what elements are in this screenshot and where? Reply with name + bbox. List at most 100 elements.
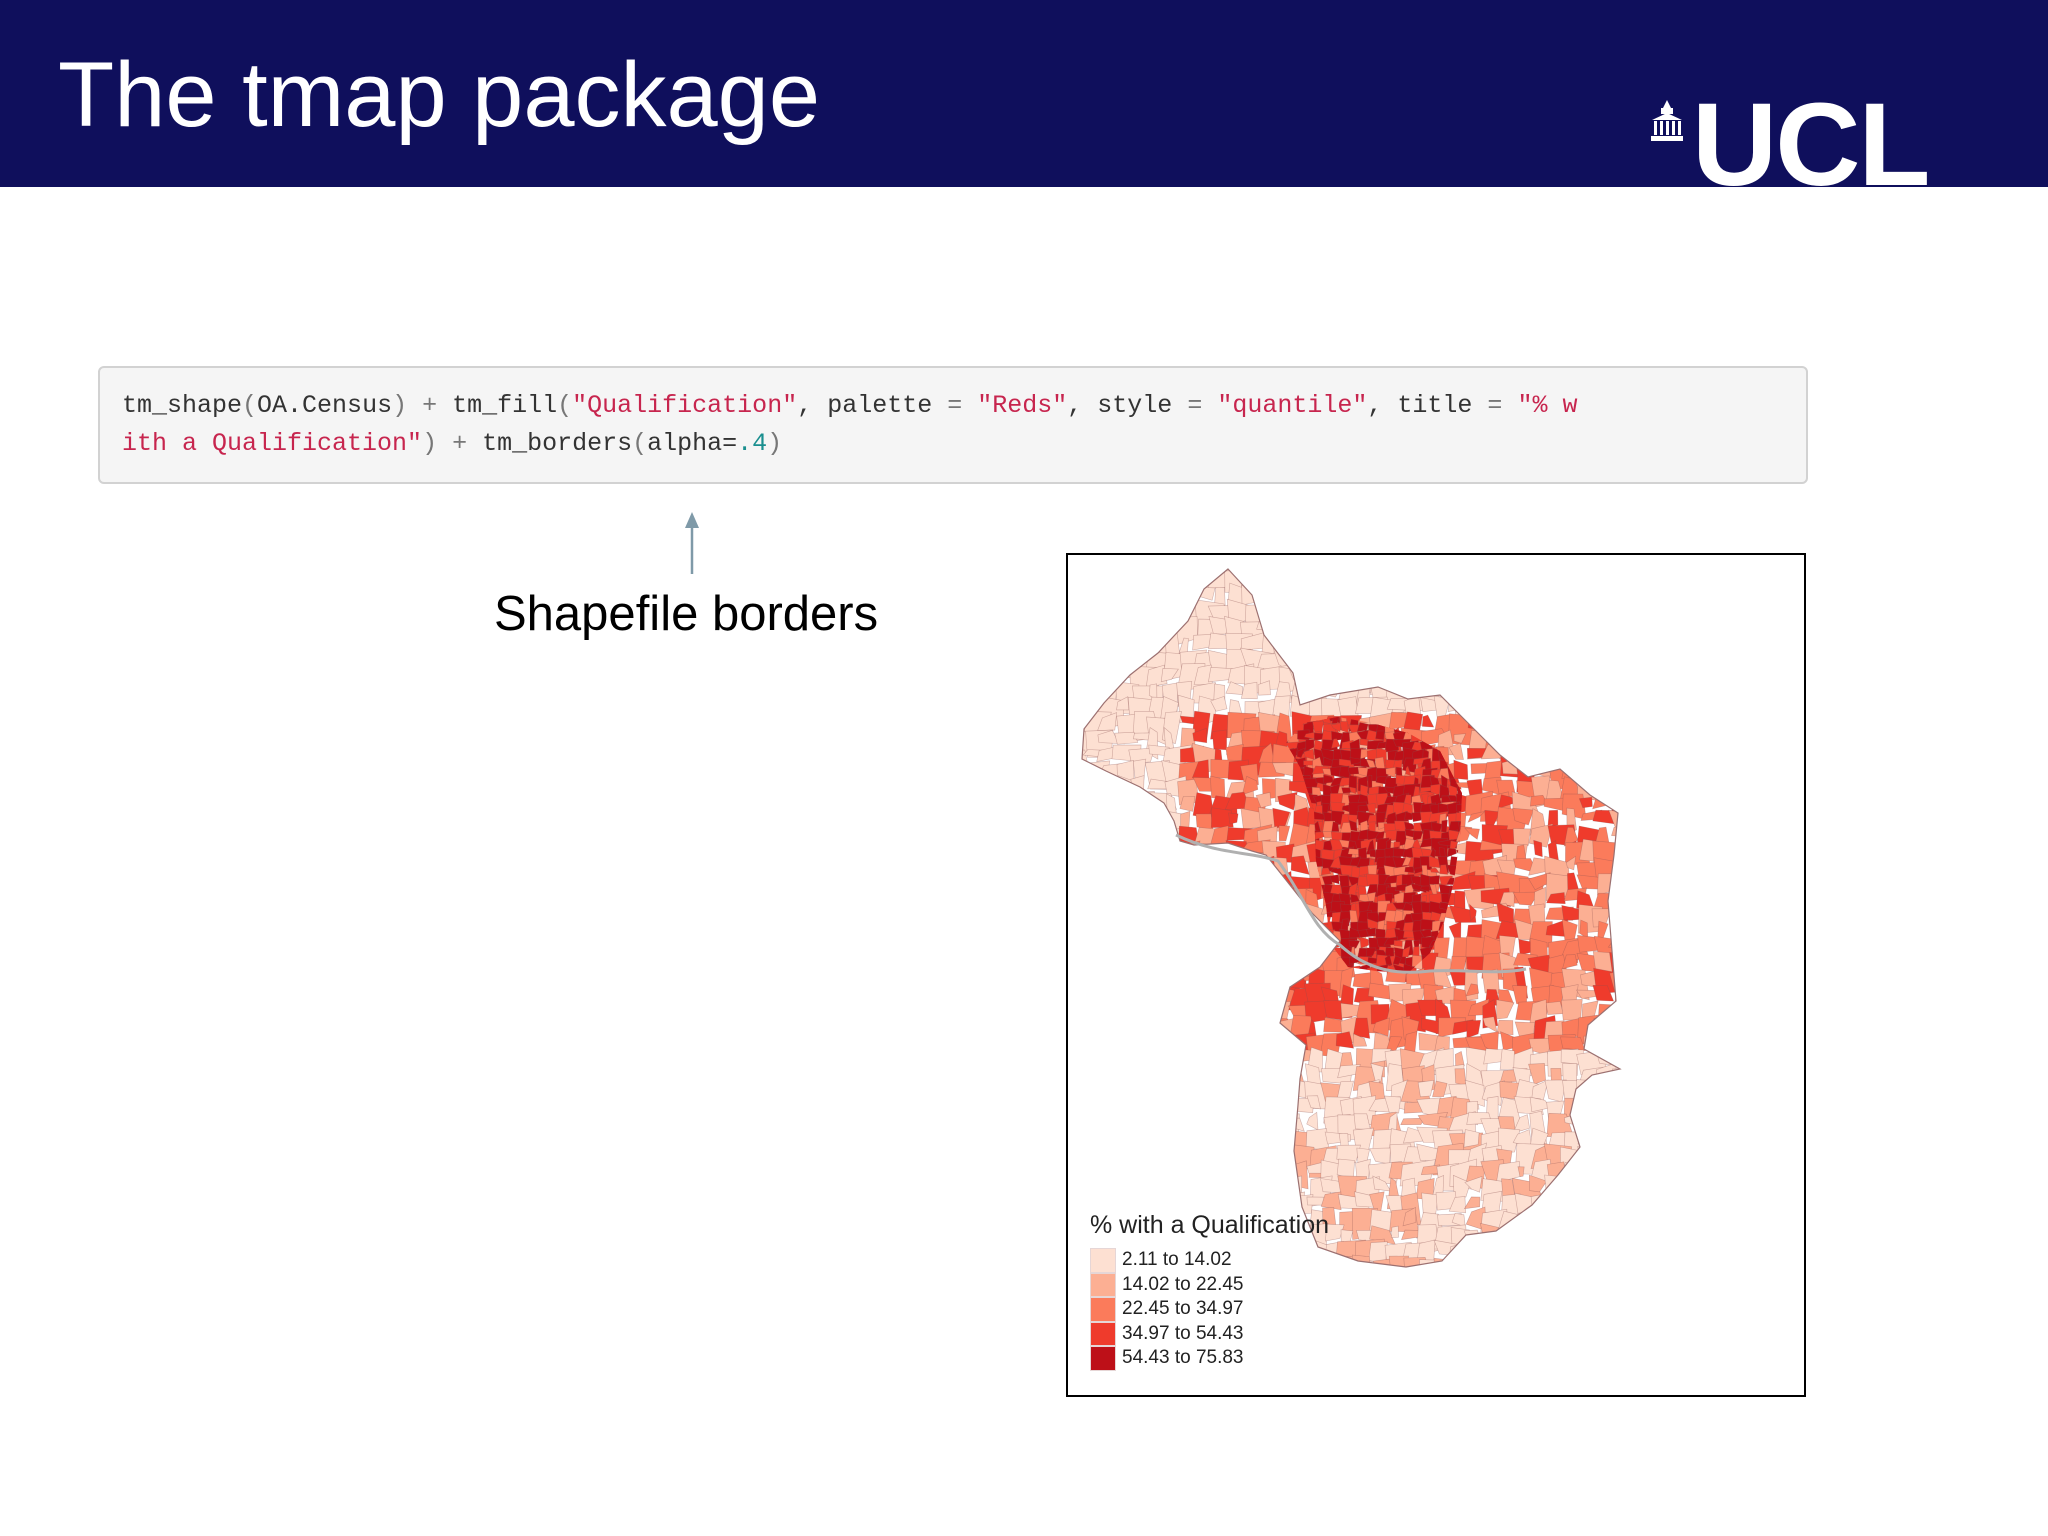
legend-item: 34.97 to 54.43 [1090, 1321, 1329, 1346]
map-area [1131, 823, 1164, 844]
map-area [1393, 940, 1403, 947]
map-area [1128, 999, 1151, 1026]
map-area [1130, 1065, 1149, 1086]
map-area [1549, 589, 1578, 611]
map-area [1129, 569, 1160, 578]
map-area [1324, 602, 1347, 618]
map-area [1481, 650, 1509, 664]
map-area [1276, 895, 1283, 910]
legend-swatch [1090, 1297, 1116, 1322]
map-area [1496, 1242, 1527, 1261]
map-area [1611, 1148, 1620, 1167]
map-area [1207, 924, 1225, 949]
map-area [1595, 1255, 1617, 1267]
map-area [1533, 839, 1543, 858]
code-token: tm_shape [122, 391, 243, 420]
map-area [1113, 999, 1134, 1023]
map-area [1512, 743, 1535, 766]
map-area [1289, 636, 1307, 649]
map-area [1114, 569, 1147, 575]
portico-icon [1651, 100, 1683, 141]
legend-item: 14.02 to 22.45 [1090, 1272, 1329, 1297]
map-area [1288, 585, 1319, 604]
map-area [1293, 954, 1304, 973]
map-area [1286, 892, 1296, 913]
map-area [1306, 599, 1336, 633]
map-area [1208, 1127, 1242, 1158]
map-area [1513, 682, 1545, 702]
legend-label: 2.11 to 14.02 [1122, 1249, 1232, 1271]
map-area [1228, 907, 1243, 919]
map-area [1593, 631, 1617, 665]
map-area [1307, 635, 1320, 667]
map-area [1111, 1018, 1135, 1039]
map-area [1071, 555, 1081, 583]
map-area [1179, 919, 1197, 950]
map-area [1117, 838, 1146, 867]
map-area [1564, 1243, 1596, 1265]
map-area [1082, 555, 1104, 566]
map-area [1577, 1113, 1594, 1143]
map-area [1448, 742, 1464, 760]
map-area [1255, 569, 1278, 582]
map-area [1512, 807, 1534, 826]
map-area [1101, 999, 1130, 1030]
map-area [1597, 920, 1609, 940]
map-area [1528, 569, 1545, 570]
map-area [1288, 648, 1302, 671]
map-area [1098, 890, 1114, 909]
map-area [1410, 883, 1428, 893]
map-area [1096, 1145, 1124, 1161]
map-area [1578, 1206, 1598, 1237]
map-area [1113, 793, 1129, 818]
map-area [1082, 775, 1098, 802]
code-token: tm_borders [482, 429, 633, 458]
map-area [1097, 918, 1118, 940]
legend-item: 54.43 to 75.83 [1090, 1346, 1329, 1371]
map-area [1132, 920, 1153, 938]
map-area [1082, 1018, 1115, 1040]
map-area [1082, 615, 1097, 633]
legend-label: 14.02 to 22.45 [1122, 1273, 1244, 1295]
map-area [1226, 969, 1243, 989]
map-area [1290, 855, 1310, 875]
map-area [1611, 1066, 1620, 1081]
legend-label: 22.45 to 34.97 [1122, 1298, 1244, 1320]
map-area [1611, 1190, 1620, 1215]
map-area [1517, 1209, 1532, 1231]
map-area [1431, 615, 1456, 637]
map-area [1591, 727, 1620, 750]
map-area [1464, 1255, 1496, 1267]
map-area [1143, 569, 1167, 591]
map-area [1546, 1257, 1559, 1267]
map-area [1388, 635, 1417, 663]
map-area [1068, 1242, 1079, 1268]
map-area [1083, 1000, 1109, 1027]
map-area [1177, 891, 1209, 919]
code-token: = [1187, 391, 1203, 420]
map-area [1229, 1164, 1255, 1196]
map-area [1545, 1001, 1564, 1015]
map-area [1255, 1065, 1285, 1082]
map-area [1499, 664, 1523, 683]
map-area [1286, 947, 1304, 959]
map-area [1101, 635, 1123, 668]
map-area [1097, 649, 1116, 664]
map-area [1116, 1051, 1129, 1076]
map-area [1228, 1048, 1245, 1083]
map-area [1226, 1032, 1252, 1061]
map-area [1207, 969, 1244, 997]
map-area [1464, 1079, 1485, 1107]
map-area [1114, 1079, 1146, 1112]
map-area [1323, 1000, 1343, 1021]
map-area [1164, 1033, 1180, 1066]
map-area [1576, 1160, 1595, 1186]
map-area [1082, 1064, 1097, 1091]
map-area [1357, 875, 1370, 888]
map-area [1112, 632, 1139, 653]
map-area [1132, 967, 1149, 1004]
map-area [1321, 663, 1339, 694]
map-area [1566, 616, 1577, 641]
map-area [1256, 1049, 1273, 1072]
code-line-1: tm_shape(OA.Census) + tm_fill("Qualifica… [122, 388, 1577, 424]
